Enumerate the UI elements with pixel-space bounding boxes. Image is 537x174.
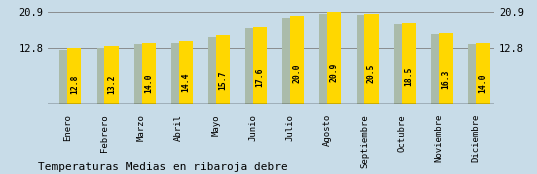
Bar xyxy=(67,48,82,104)
Text: 20.5: 20.5 xyxy=(367,63,376,82)
Bar xyxy=(320,14,333,104)
Text: 14.0: 14.0 xyxy=(478,73,488,93)
Text: 20.9: 20.9 xyxy=(330,62,339,82)
Text: 15.7: 15.7 xyxy=(219,70,227,90)
Bar xyxy=(290,16,304,104)
Text: 14.0: 14.0 xyxy=(144,73,153,93)
Bar xyxy=(468,44,482,104)
Text: 12.8: 12.8 xyxy=(70,75,79,94)
Bar xyxy=(439,33,453,104)
Bar xyxy=(253,27,267,104)
Bar xyxy=(171,43,185,104)
Text: 16.3: 16.3 xyxy=(441,69,450,89)
Bar xyxy=(476,43,490,104)
Text: 17.6: 17.6 xyxy=(256,68,265,87)
Bar xyxy=(282,18,296,104)
Bar xyxy=(60,50,74,104)
Bar xyxy=(394,24,408,104)
Text: 20.0: 20.0 xyxy=(293,64,302,83)
Bar xyxy=(179,41,193,104)
Bar xyxy=(402,23,416,104)
Bar xyxy=(431,34,445,104)
Bar xyxy=(97,48,111,104)
Text: 18.5: 18.5 xyxy=(404,66,413,86)
Bar xyxy=(357,15,371,104)
Text: 13.2: 13.2 xyxy=(107,74,116,94)
Bar xyxy=(142,43,156,104)
Bar xyxy=(104,46,119,104)
Bar xyxy=(245,28,259,104)
Bar xyxy=(134,44,148,104)
Text: Temperaturas Medias en ribaroja debre: Temperaturas Medias en ribaroja debre xyxy=(38,162,287,172)
Text: 14.4: 14.4 xyxy=(182,72,190,92)
Bar xyxy=(327,12,342,104)
Bar xyxy=(208,37,222,104)
Bar xyxy=(216,35,230,104)
Bar xyxy=(365,14,379,104)
